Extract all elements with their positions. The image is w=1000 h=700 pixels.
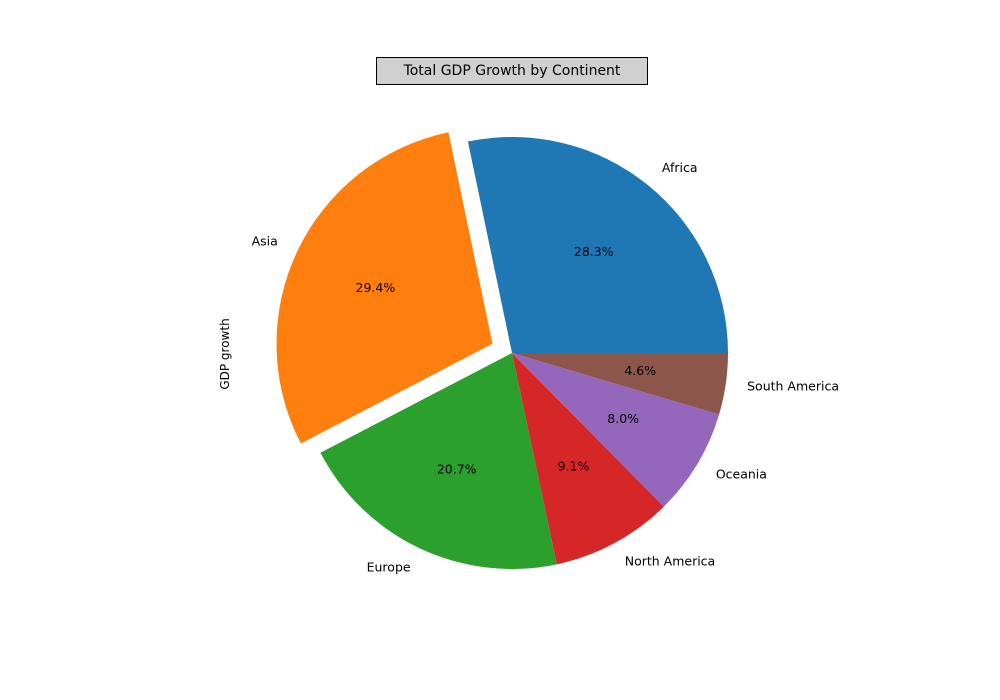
slice-label-africa: Africa: [662, 160, 698, 175]
slice-label-oceania: Oceania: [716, 467, 767, 482]
pie-slice-north-america: [512, 353, 664, 565]
pct-label-south-america: 4.6%: [624, 363, 656, 378]
pie-slice-europe: [320, 353, 557, 569]
pie-slice-asia: [276, 132, 493, 444]
slice-label-asia: Asia: [252, 234, 278, 249]
pct-label-europe: 20.7%: [437, 462, 477, 477]
slice-label-south-america: South America: [747, 379, 839, 394]
chart-title: Total GDP Growth by Continent: [376, 57, 648, 85]
pct-label-asia: 29.4%: [356, 280, 396, 295]
pct-label-africa: 28.3%: [574, 244, 614, 259]
pct-label-north-america: 9.1%: [558, 459, 590, 474]
pie-labels: Africa 28.3% Asia 29.4% Europe 20.7% North Ame…: [252, 160, 839, 574]
pie-slice-south-america: [512, 353, 728, 415]
pct-label-oceania: 8.0%: [607, 411, 639, 426]
slice-label-north-america: North America: [625, 554, 716, 569]
pie-slice-africa: [467, 137, 728, 353]
pie-slices: [276, 132, 728, 569]
slice-label-europe: Europe: [367, 559, 411, 574]
pie-slice-oceania: [512, 353, 720, 507]
